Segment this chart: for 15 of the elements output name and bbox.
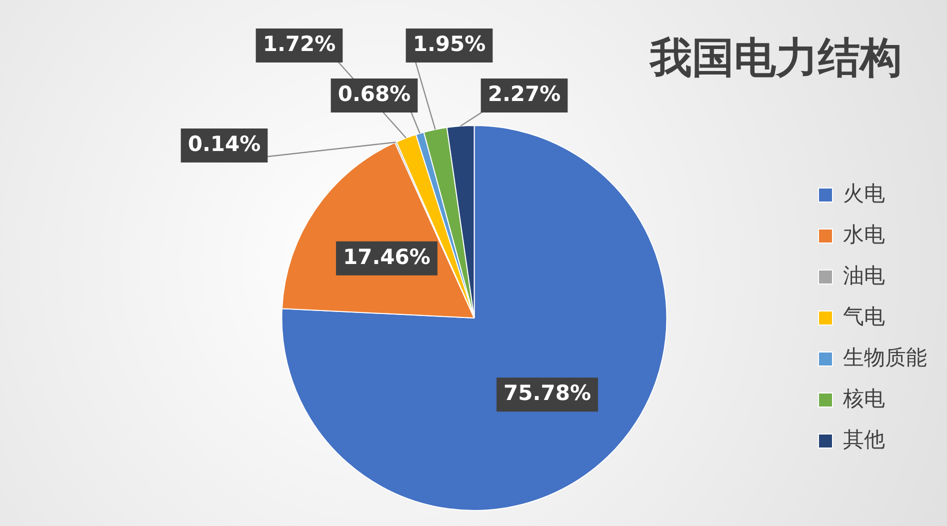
- data-label: 0.68%: [338, 82, 411, 106]
- legend-label: 水电: [843, 222, 885, 246]
- data-label: 2.27%: [488, 82, 561, 106]
- data-label: 0.14%: [188, 132, 261, 156]
- data-label: 17.46%: [342, 244, 430, 269]
- legend-label: 其他: [843, 427, 885, 452]
- legend-label: 生物质能: [843, 345, 927, 370]
- legend-label: 核电: [842, 386, 885, 410]
- legend-label: 气电: [843, 304, 885, 328]
- data-label: 75.78%: [504, 381, 591, 406]
- data-label: 1.72%: [262, 32, 336, 56]
- legend-label: 火电: [843, 181, 885, 206]
- data-label: 1.95%: [412, 32, 486, 56]
- legend-label: 油电: [843, 263, 885, 288]
- chart-title: 我国电力结构: [650, 32, 902, 84]
